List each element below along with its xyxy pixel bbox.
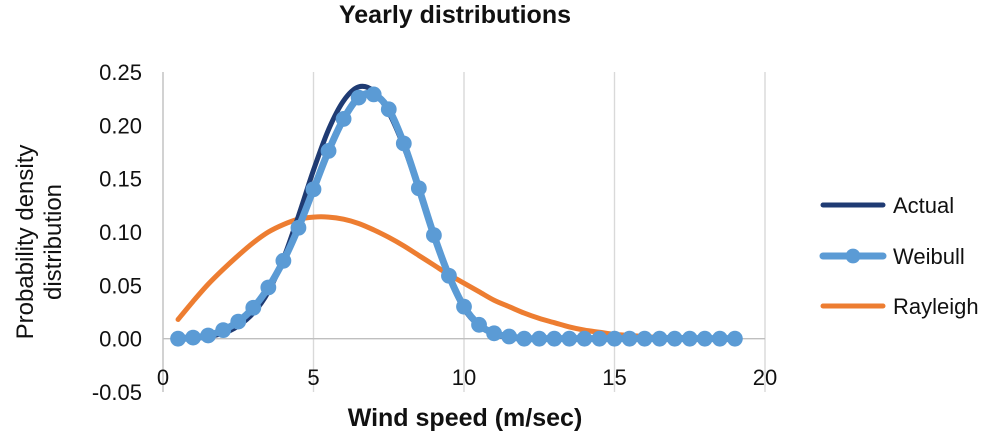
series-line-weibull (174, 89, 739, 343)
data-point-weibull (696, 330, 713, 347)
tick-layer: -0.05 0.00 0.05 0.10 0.15 0.20 0.25 0 5 10 15 20 (92, 60, 777, 405)
data-point-weibull (395, 135, 412, 152)
data-point-weibull (170, 330, 186, 347)
legend: Actual Weibull Rayleigh (819, 193, 979, 319)
y-tick-label: 0.25 (99, 60, 142, 85)
data-point-weibull (215, 322, 232, 339)
data-point-weibull (606, 330, 623, 347)
chart-title: Yearly distributions (339, 1, 571, 29)
data-point-weibull (320, 143, 337, 159)
data-point-weibull (290, 219, 307, 236)
data-point-weibull (561, 330, 578, 347)
data-point-weibull (666, 330, 683, 347)
data-point-weibull (501, 328, 518, 345)
data-point-weibull (426, 227, 442, 244)
data-point-weibull (471, 316, 487, 333)
y-tick-label: 0.15 (99, 167, 142, 192)
data-point-weibull (711, 330, 728, 347)
data-point-weibull (275, 252, 292, 269)
data-point-weibull (305, 181, 322, 198)
y-axis-title: Probability density distribution (12, 145, 67, 340)
x-axis-title: Wind speed (m/sec) (348, 404, 583, 432)
data-point-weibull (185, 329, 202, 346)
data-point-weibull (260, 279, 277, 296)
legend-item-weibull: Weibull (819, 244, 965, 269)
x-tick-label: 5 (307, 365, 319, 390)
y-tick-label: -0.05 (92, 380, 142, 405)
chart-title-group: Yearly distributions (339, 1, 571, 29)
legend-marker-weibull (845, 248, 861, 264)
data-point-weibull (576, 330, 593, 347)
data-point-weibull (516, 330, 533, 347)
x-tick-label: 10 (452, 365, 476, 390)
data-point-weibull (621, 330, 638, 347)
legend-label-weibull: Weibull (893, 244, 965, 269)
data-point-weibull (636, 330, 653, 347)
data-point-weibull (486, 325, 503, 342)
legend-label-rayleigh: Rayleigh (893, 294, 979, 319)
data-point-weibull (230, 313, 247, 330)
data-point-weibull (365, 86, 382, 103)
y-axis-title-line-2: distribution (40, 184, 67, 300)
data-point-weibull (410, 180, 427, 197)
legend-item-actual: Actual (820, 193, 954, 218)
data-point-weibull (335, 111, 352, 127)
legend-label-actual: Actual (893, 193, 954, 218)
series-layer (170, 83, 743, 347)
x-tick-label: 15 (602, 365, 626, 390)
data-point-weibull (200, 327, 217, 344)
data-point-weibull (441, 267, 457, 284)
data-point-weibull (681, 330, 698, 347)
data-point-weibull (531, 330, 548, 347)
y-tick-label: 0.00 (99, 327, 142, 352)
data-point-weibull (651, 330, 668, 347)
x-tick-label: 0 (157, 365, 169, 390)
data-point-weibull (380, 101, 397, 118)
data-point-weibull (546, 330, 563, 347)
data-point-weibull (350, 89, 367, 106)
data-point-weibull (245, 299, 262, 316)
data-point-weibull (456, 298, 472, 315)
y-tick-label: 0.20 (99, 113, 142, 138)
series-weibull (170, 86, 743, 347)
legend-item-rayleigh: Rayleigh (820, 294, 979, 319)
data-point-weibull (727, 330, 743, 347)
y-tick-label: 0.10 (99, 220, 142, 245)
y-tick-label: 0.05 (99, 273, 142, 298)
y-axis-title-line-1: Probability density (12, 145, 39, 340)
data-point-weibull (591, 330, 608, 347)
x-tick-label: 20 (753, 365, 777, 390)
